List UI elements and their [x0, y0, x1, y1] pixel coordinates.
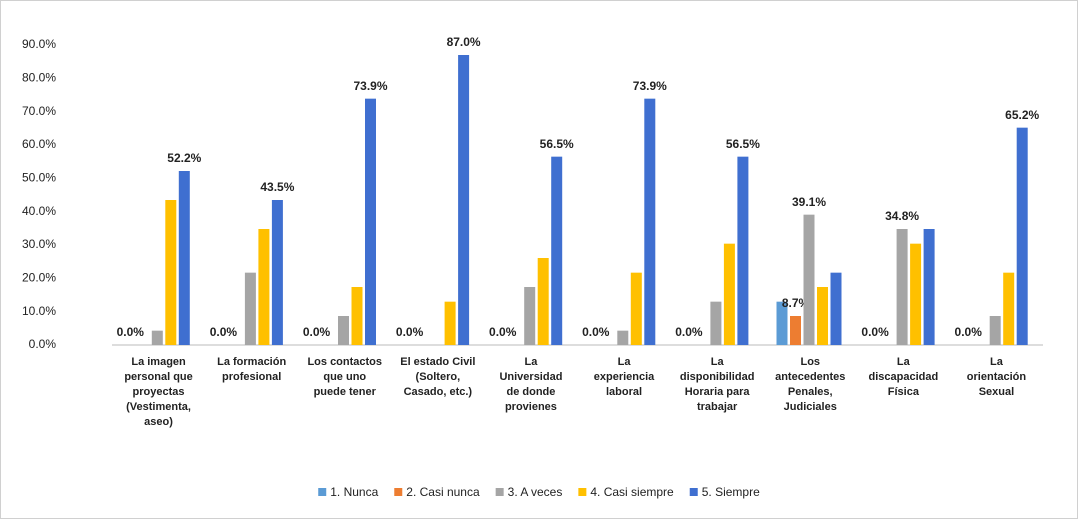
- y-tick-label: 60.0%: [22, 137, 56, 151]
- legend-label: 3. A veces: [508, 485, 563, 499]
- y-tick-label: 40.0%: [22, 204, 56, 218]
- bar: [1016, 127, 1028, 346]
- data-label: 0.0%: [861, 325, 889, 339]
- bar: [365, 98, 376, 346]
- x-tick-label: La Universidad de donde provienes: [499, 356, 562, 413]
- bar: [630, 272, 642, 345]
- y-tick-label: 0.0%: [29, 337, 57, 351]
- bar: [338, 316, 349, 345]
- bar: [989, 316, 1001, 345]
- data-label: 0.0%: [210, 325, 238, 339]
- data-label: 39.1%: [792, 195, 826, 209]
- bar: [444, 301, 456, 345]
- bar: [537, 258, 549, 345]
- legend-label: 2. Casi nunca: [406, 485, 480, 499]
- legend-label: 1. Nunca: [330, 485, 378, 499]
- legend-label: 5. Siempre: [702, 485, 760, 499]
- bar: [803, 214, 815, 345]
- bar: [776, 301, 788, 345]
- bar: [710, 301, 722, 345]
- legend-swatch: [495, 488, 504, 496]
- x-tick-label: La experiencia laboral: [594, 356, 655, 398]
- data-label: 0.0%: [303, 325, 331, 339]
- data-label: 0.0%: [582, 325, 610, 339]
- data-label: 0.0%: [396, 325, 424, 339]
- y-tick-label: 30.0%: [22, 237, 56, 251]
- legend-label: 4. Casi siempre: [590, 485, 674, 499]
- data-label: 34.8%: [885, 209, 919, 223]
- bar: [817, 287, 828, 345]
- x-tick-label: La imagen personal que proyectas (Vestiment…: [124, 356, 192, 428]
- data-label: 73.9%: [353, 79, 387, 93]
- bar: [151, 330, 163, 345]
- x-tick-label: El estado Civil (Soltero, Casado, etc.): [400, 356, 475, 398]
- bar: [737, 156, 749, 345]
- bar: [351, 287, 363, 345]
- legend-swatch: [578, 488, 587, 496]
- bar: [524, 287, 536, 345]
- legend-swatch: [689, 488, 698, 496]
- bar: [617, 330, 629, 345]
- y-tick-label: 80.0%: [22, 71, 56, 85]
- y-tick-label: 20.0%: [22, 271, 56, 285]
- data-label: 65.2%: [1005, 108, 1039, 122]
- x-tick-label: La discapacidad Física: [868, 356, 938, 398]
- bar: [896, 229, 908, 345]
- data-label: 56.5%: [540, 137, 574, 151]
- bar: [458, 55, 470, 345]
- y-tick-label: 50.0%: [22, 171, 56, 185]
- y-tick-label: 90.0%: [22, 37, 56, 51]
- y-tick-label: 70.0%: [22, 104, 56, 118]
- x-tick-label: Los antecedentes Penales, Judiciales: [775, 356, 845, 413]
- data-label: 0.0%: [675, 325, 703, 339]
- bar: [551, 156, 563, 345]
- data-label: 87.0%: [447, 35, 481, 49]
- bar: [723, 243, 735, 345]
- legend-swatch: [318, 488, 327, 496]
- data-label: 0.0%: [955, 325, 983, 339]
- data-label: 8.7%: [782, 296, 810, 310]
- y-tick-label: 10.0%: [22, 304, 56, 318]
- bar: [178, 171, 190, 345]
- bar: [244, 272, 256, 345]
- data-label: 56.5%: [726, 137, 760, 151]
- legend: 1. Nunca 2. Casi nunca 3. A veces 4. Casi s…: [318, 485, 760, 499]
- data-label: 73.9%: [633, 79, 667, 93]
- bar: [271, 200, 283, 345]
- bar: [830, 272, 842, 345]
- bar: [165, 200, 177, 345]
- data-label: 52.2%: [167, 151, 201, 165]
- data-label: 43.5%: [260, 180, 294, 194]
- bar: [923, 229, 935, 345]
- legend-swatch: [394, 488, 403, 496]
- x-tick-label: La orientación Sexual: [967, 356, 1027, 398]
- x-tick-label: La formación profesional: [217, 356, 286, 383]
- data-label: 0.0%: [117, 325, 145, 339]
- bar: [644, 98, 656, 346]
- bar: [910, 243, 922, 345]
- bar: [1003, 272, 1015, 345]
- bar: [258, 229, 270, 345]
- data-label: 0.0%: [489, 325, 517, 339]
- x-tick-label: Los contactos que uno puede tener: [307, 356, 382, 398]
- bar: [790, 316, 801, 345]
- x-tick-label: La disponibilidad Horaria para trabajar: [680, 356, 755, 413]
